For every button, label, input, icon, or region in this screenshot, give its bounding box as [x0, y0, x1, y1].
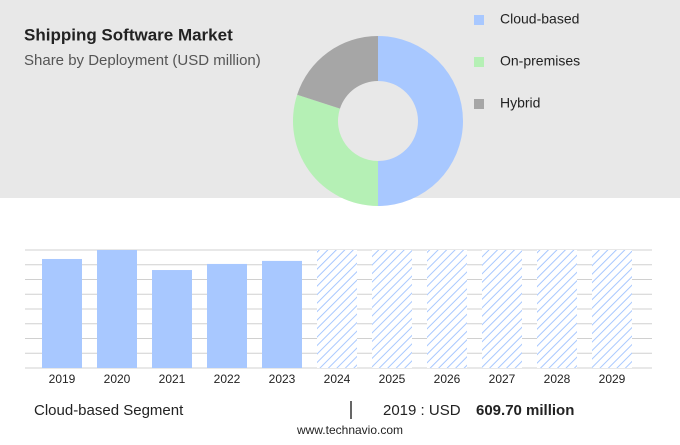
legend-marker [474, 99, 484, 109]
legend-marker [474, 15, 484, 25]
x-tick-label: 2026 [434, 372, 461, 386]
highlight-prefix: 2019 : USD [383, 402, 461, 419]
highlight-value: 609.70 million [476, 402, 574, 419]
bar [207, 263, 247, 368]
forecast-placeholder [482, 250, 522, 368]
x-tick-label: 2023 [269, 372, 296, 386]
bar [42, 258, 82, 368]
forecast-placeholder [372, 250, 412, 368]
legend-label: On-premises [500, 53, 580, 69]
forecast-placeholder [427, 250, 467, 368]
chart-title: Shipping Software Market [24, 25, 233, 44]
forecast-placeholder [317, 250, 357, 368]
bar [97, 250, 137, 368]
source: www.technavio.com [296, 423, 403, 437]
forecast-placeholder [537, 250, 577, 368]
x-tick-label: 2029 [599, 372, 626, 386]
donut-slice [297, 36, 378, 109]
forecast-placeholder [592, 250, 632, 368]
segment-label: Cloud-based Segment [34, 402, 184, 419]
x-tick-label: 2024 [324, 372, 351, 386]
x-tick-label: 2027 [489, 372, 516, 386]
x-tick-label: 2021 [159, 372, 186, 386]
legend-label: Cloud-based [500, 11, 579, 27]
x-tick-label: 2025 [379, 372, 406, 386]
legend-marker [474, 57, 484, 67]
legend-label: Hybrid [500, 95, 540, 111]
x-tick-label: 2028 [544, 372, 571, 386]
x-tick-label: 2020 [104, 372, 131, 386]
donut-slice [378, 36, 463, 206]
x-tick-label: 2022 [214, 372, 241, 386]
chart-subtitle: Share by Deployment (USD million) [24, 52, 261, 69]
donut-slice [292, 94, 378, 206]
x-tick-label: 2019 [49, 372, 76, 386]
bar [262, 260, 302, 368]
bar [152, 270, 192, 368]
